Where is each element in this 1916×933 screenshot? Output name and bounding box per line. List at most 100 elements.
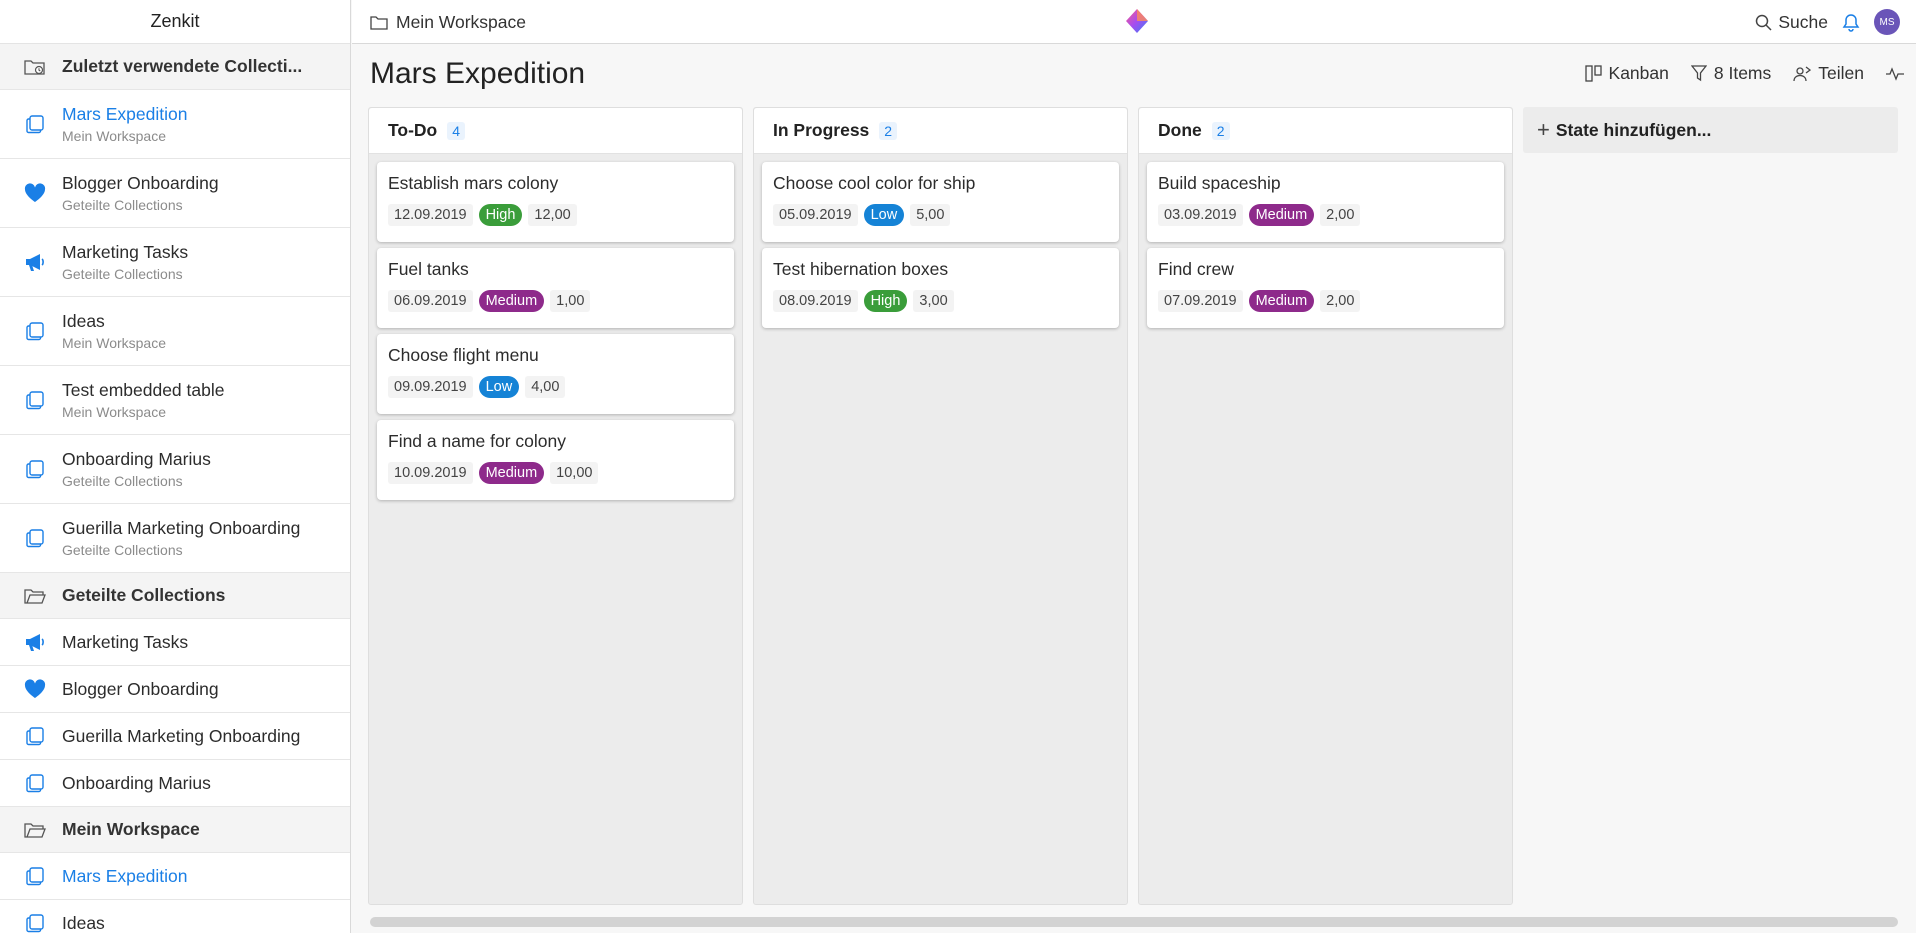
card-meta: 07.09.2019 Medium 2,00 (1158, 290, 1493, 312)
kanban-column-in-progress: In Progress 2 Choose cool color for ship 05… (753, 107, 1128, 905)
column-header[interactable]: To-Do 4 (369, 108, 742, 154)
card-date: 08.09.2019 (773, 290, 858, 312)
sidebar-item-label: Blogger Onboarding (62, 173, 219, 193)
sidebar-item-marketing-tasks[interactable]: Marketing Tasks Geteilte Collections (0, 228, 350, 297)
filter-icon (1690, 65, 1707, 82)
sidebar-item-onboarding-marius[interactable]: Onboarding Marius Geteilte Collections (0, 435, 350, 504)
card-meta: 03.09.2019 Medium 2,00 (1158, 204, 1493, 226)
sidebar-section-label: Zuletzt verwendete Collecti... (62, 56, 303, 76)
sidebar-section-shared[interactable]: Geteilte Collections (0, 573, 350, 619)
page-title: Mars Expedition (370, 57, 586, 90)
main-content: Mars Expedition Kanban 8 Items Teilen To… (352, 45, 1916, 933)
heart-icon (22, 181, 48, 205)
card-date: 06.09.2019 (388, 290, 473, 312)
sidebar-section-recent[interactable]: Zuletzt verwendete Collecti... (0, 44, 350, 90)
kanban-card[interactable]: Test hibernation boxes 08.09.2019 High 3,00 (762, 248, 1119, 328)
breadcrumb-label: Mein Workspace (396, 11, 527, 32)
kanban-card[interactable]: Find crew 07.09.2019 Medium 2,00 (1147, 248, 1504, 328)
kanban-card[interactable]: Establish mars colony 12.09.2019 High 12,00 (377, 162, 734, 242)
kanban-card[interactable]: Choose flight menu 09.09.2019 Low 4,00 (377, 334, 734, 414)
sidebar-item-marketing-tasks[interactable]: Marketing Tasks (0, 619, 350, 666)
sidebar-section-label: Geteilte Collections (62, 585, 226, 605)
sidebar-item-onboarding-marius[interactable]: Onboarding Marius (0, 760, 350, 807)
column-count-badge: 2 (1211, 121, 1230, 140)
recent-folder-icon (22, 55, 48, 79)
card-title: Establish mars colony (388, 173, 559, 193)
folder-open-icon (22, 818, 48, 842)
sidebar-item-label: Ideas (62, 912, 105, 933)
sidebar-item-label: Mars Expedition (62, 865, 188, 886)
items-count-label: 8 Items (1713, 63, 1772, 83)
card-number: 2,00 (1320, 290, 1361, 312)
share-button[interactable]: Teilen (1793, 63, 1864, 84)
priority-badge: Medium (1248, 290, 1315, 312)
sidebar-item-mars-expedition[interactable]: Mars Expedition (0, 853, 350, 900)
card-meta: 08.09.2019 High 3,00 (773, 290, 1108, 312)
card-number: 12,00 (528, 204, 577, 226)
sidebar-section-workspace[interactable]: Mein Workspace (0, 807, 350, 853)
filter-button[interactable]: 8 Items (1690, 63, 1772, 84)
share-label: Teilen (1818, 63, 1864, 83)
column-count-badge: 2 (879, 121, 898, 140)
sidebar-item-sublabel: Geteilte Collections (62, 197, 183, 213)
sidebar-item-guerilla-marketing-onboarding[interactable]: Guerilla Marketing Onboarding (0, 713, 350, 760)
sidebar-item-label: Test embedded table (62, 380, 225, 400)
card-date: 05.09.2019 (773, 204, 858, 226)
search-button[interactable]: Suche (1755, 12, 1828, 33)
heart-icon (22, 677, 48, 701)
top-bar: Mein Workspace Suche MS (352, 0, 1916, 44)
search-icon (1756, 14, 1772, 31)
sidebar-item-ideas[interactable]: Ideas (0, 900, 350, 933)
column-count-badge: 4 (447, 121, 466, 140)
card-number: 5,00 (910, 204, 951, 226)
activity-icon[interactable] (1886, 66, 1904, 81)
priority-badge: Medium (478, 290, 545, 312)
kanban-card[interactable]: Choose cool color for ship 05.09.2019 Low 5… (762, 162, 1119, 242)
horizontal-scrollbar[interactable] (370, 917, 1898, 927)
add-state-button[interactable]: + State hinzufügen... (1523, 107, 1898, 153)
column-header[interactable]: Done 2 (1139, 108, 1512, 154)
app-name: Zenkit (0, 0, 350, 44)
sidebar-item-mars-expedition[interactable]: Mars Expedition Mein Workspace (0, 90, 350, 159)
folder-open-icon (22, 584, 48, 608)
bell-icon[interactable] (1842, 13, 1860, 32)
breadcrumb[interactable]: Mein Workspace (370, 0, 526, 44)
card-number: 10,00 (550, 462, 599, 484)
card-title: Fuel tanks (388, 259, 469, 279)
collection-icon (22, 724, 48, 748)
collection-icon (22, 112, 48, 136)
megaphone-icon (22, 630, 48, 654)
sidebar-item-blogger-onboarding[interactable]: Blogger Onboarding Geteilte Collections (0, 159, 350, 228)
avatar[interactable]: MS (1874, 9, 1900, 35)
kanban-card[interactable]: Build spaceship 03.09.2019 Medium 2,00 (1147, 162, 1504, 242)
sidebar-item-blogger-onboarding[interactable]: Blogger Onboarding (0, 666, 350, 713)
priority-badge: Low (478, 376, 520, 398)
kanban-icon (1584, 65, 1602, 82)
sidebar-item-label: Guerilla Marketing Onboarding (62, 725, 301, 746)
card-title: Choose cool color for ship (773, 173, 976, 193)
sidebar-item-guerilla-marketing-onboarding[interactable]: Guerilla Marketing Onboarding Geteilte Co… (0, 504, 350, 573)
sidebar-item-sublabel: Geteilte Collections (62, 266, 183, 282)
card-number: 3,00 (913, 290, 954, 312)
sidebar-item-ideas[interactable]: Ideas Mein Workspace (0, 297, 350, 366)
column-header[interactable]: In Progress 2 (754, 108, 1127, 154)
card-date: 10.09.2019 (388, 462, 473, 484)
card-date: 03.09.2019 (1158, 204, 1243, 226)
kanban-card[interactable]: Fuel tanks 06.09.2019 Medium 1,00 (377, 248, 734, 328)
sidebar-item-sublabel: Mein Workspace (62, 128, 167, 144)
zenkit-logo-icon[interactable] (1125, 8, 1149, 34)
card-number: 2,00 (1320, 204, 1361, 226)
collection-icon (22, 911, 48, 933)
sidebar-item-label: Mars Expedition (62, 104, 188, 124)
kanban-column-to-do: To-Do 4 Establish mars colony 12.09.2019 Hig… (368, 107, 743, 905)
sidebar-item-sublabel: Mein Workspace (62, 404, 167, 420)
collection-icon (22, 319, 48, 343)
sidebar-item-test-embedded-table[interactable]: Test embedded table Mein Workspace (0, 366, 350, 435)
sidebar-item-sublabel: Geteilte Collections (62, 542, 183, 558)
kanban-card[interactable]: Find a name for colony 10.09.2019 Medium 10… (377, 420, 734, 500)
card-number: 4,00 (525, 376, 566, 398)
sidebar-item-sublabel: Mein Workspace (62, 335, 167, 351)
view-switcher-button[interactable]: Kanban (1584, 63, 1669, 84)
priority-badge: High (863, 290, 908, 312)
card-date: 07.09.2019 (1158, 290, 1243, 312)
